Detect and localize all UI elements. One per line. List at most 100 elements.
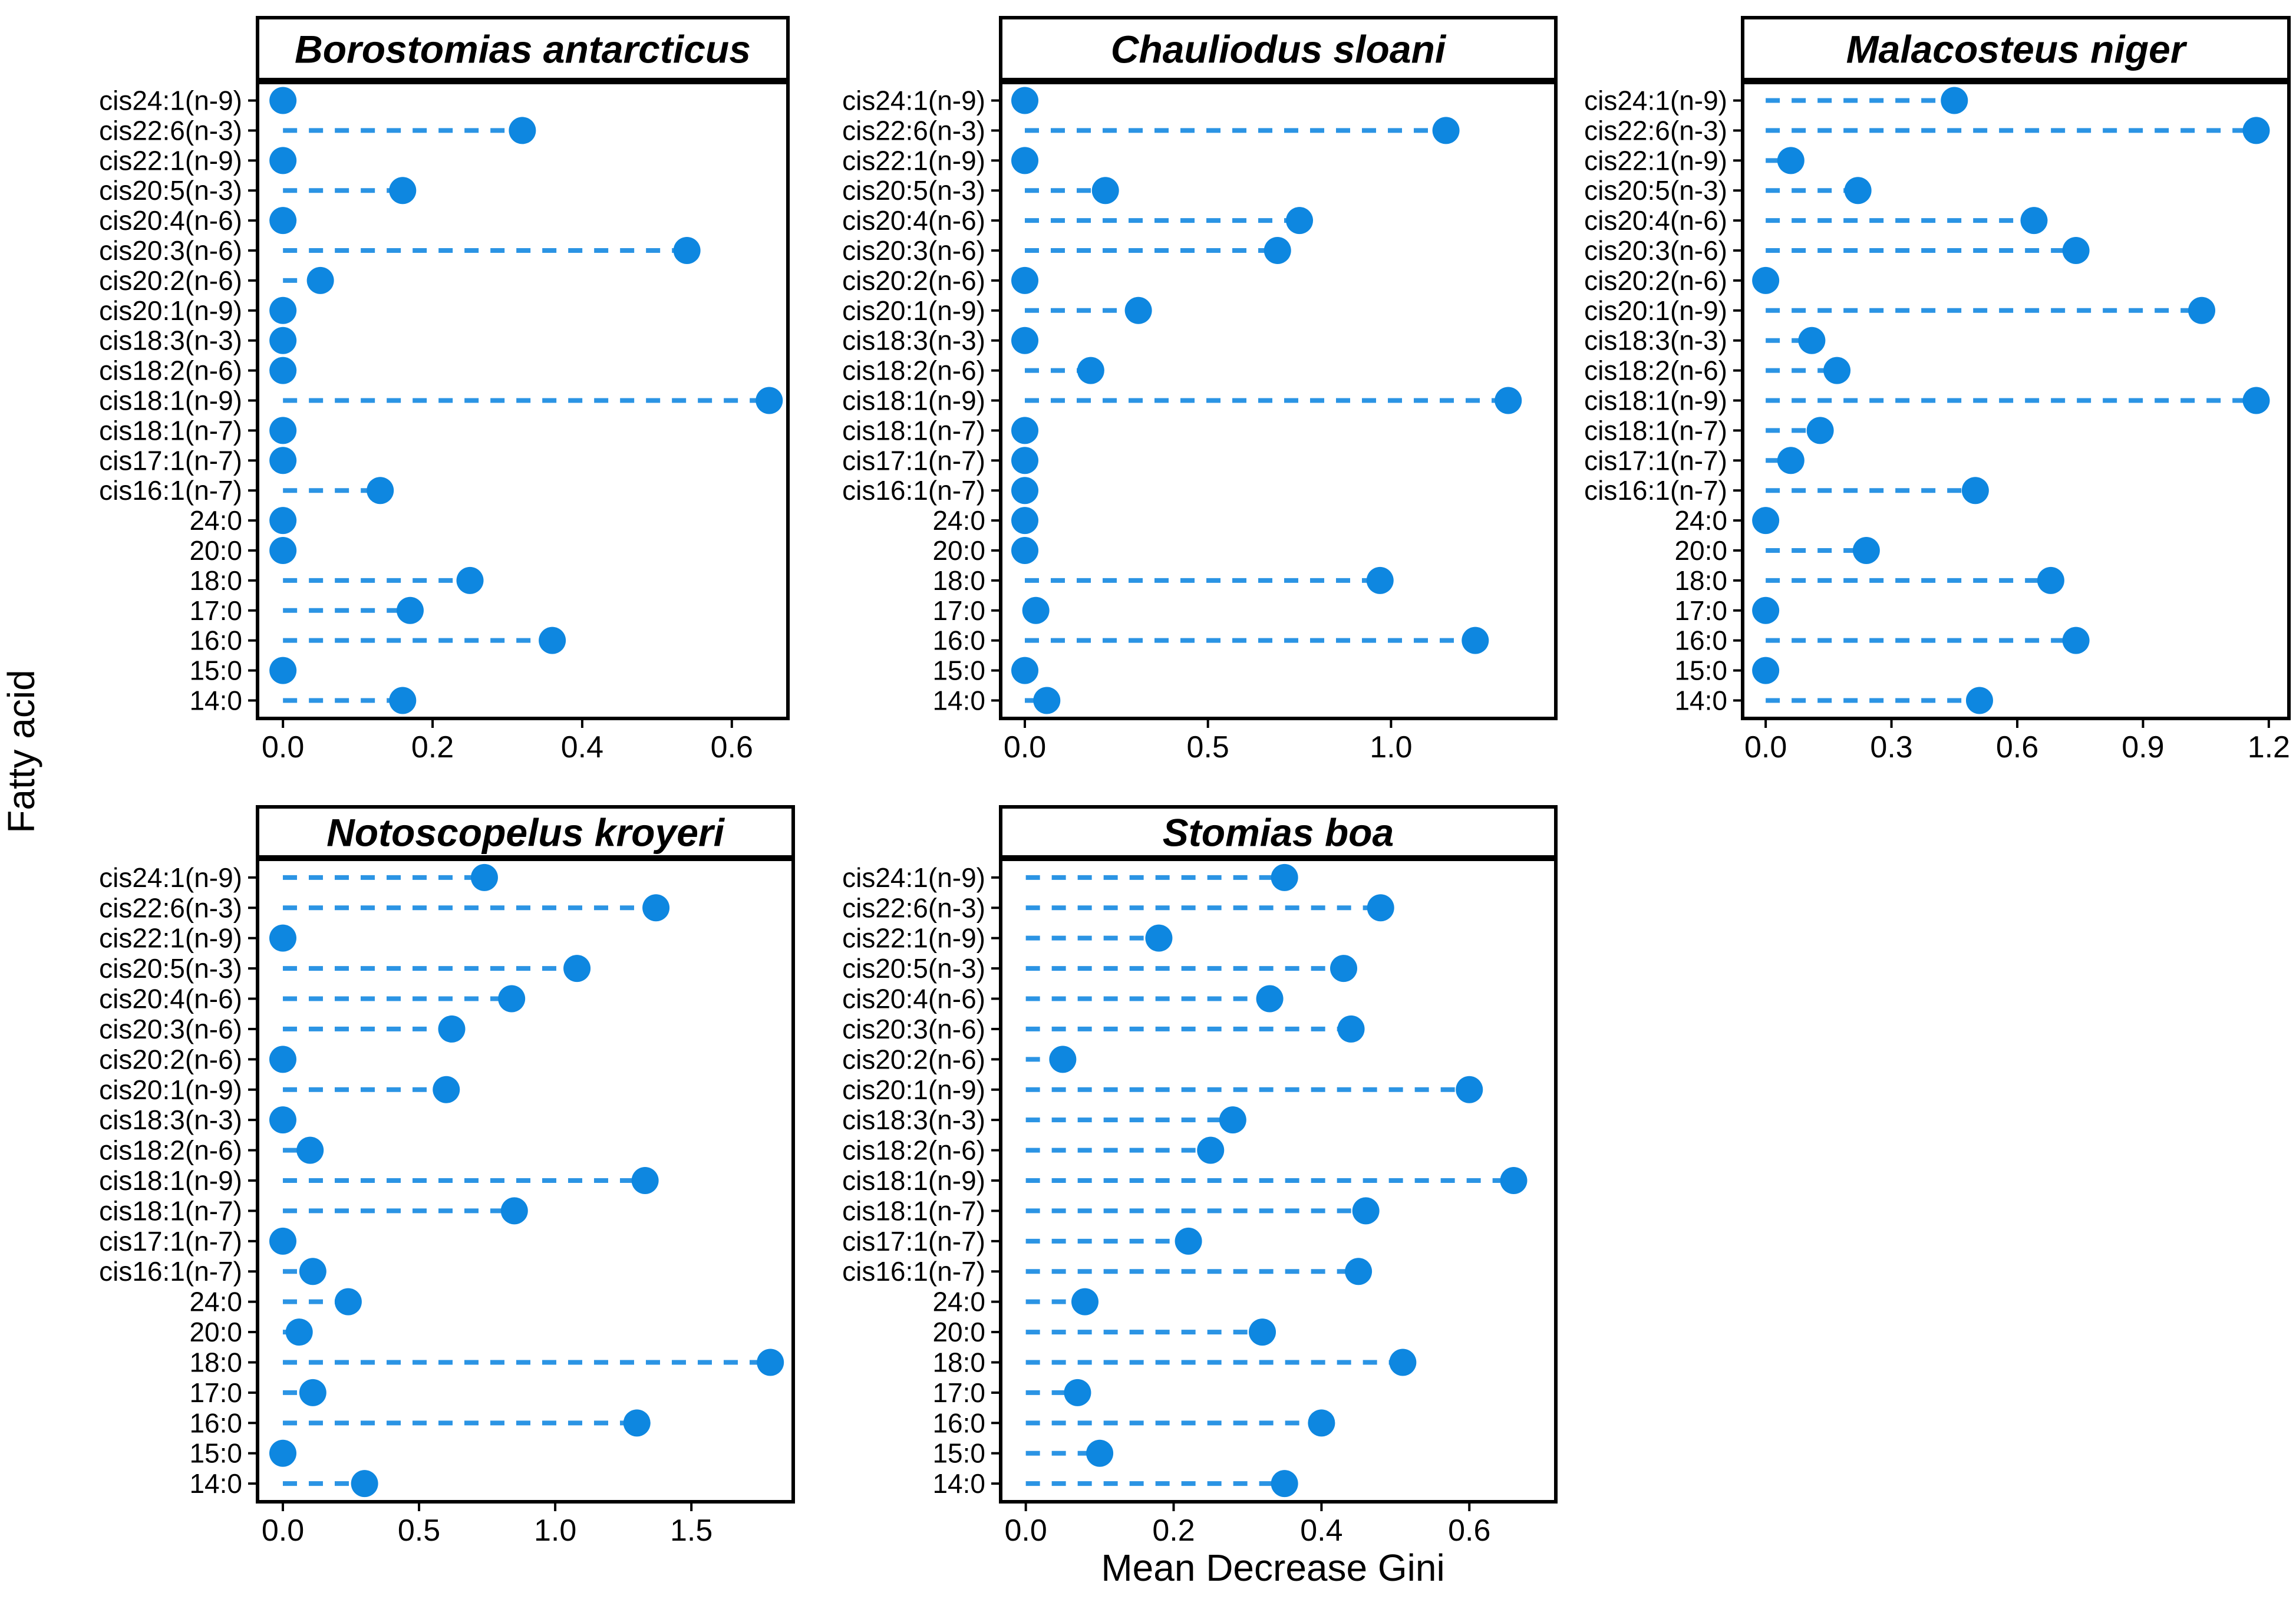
lollipop-dot [1197, 1136, 1225, 1164]
lollipop-dot [1752, 596, 1780, 624]
lollipop-dot [1011, 417, 1039, 444]
panel-title: Borostomias antarcticus [295, 28, 751, 71]
y-tick-label: cis20:5(n-3) [99, 175, 242, 206]
y-tick-label: cis20:5(n-3) [1584, 175, 1727, 206]
y-tick-label: cis20:2(n-6) [842, 1044, 985, 1074]
y-tick-label: cis20:3(n-6) [1584, 235, 1727, 266]
y-tick-label: 24:0 [189, 505, 242, 536]
y-tick-label: cis20:4(n-6) [1584, 205, 1727, 236]
lollipop-dot [1462, 627, 1489, 654]
lollipop-dot [1022, 596, 1050, 624]
lollipop-dot [1777, 447, 1805, 474]
x-tick-label: 0.0 [1004, 1514, 1047, 1548]
x-tick-label: 0.4 [561, 730, 603, 764]
lollipop-dot [269, 447, 297, 474]
x-axis-title: Mean Decrease Gini [1101, 1547, 1444, 1589]
y-tick-label: cis17:1(n-7) [842, 445, 985, 476]
x-tick-label: 0.5 [398, 1514, 440, 1548]
y-tick-label: cis20:2(n-6) [99, 1044, 242, 1074]
y-tick-label: cis16:1(n-7) [99, 475, 242, 506]
lollipop-dot [1011, 447, 1039, 474]
panel-2: cis24:1(n-9)cis22:6(n-3)cis22:1(n-9)cis2… [842, 16, 1558, 764]
lollipop-dot [269, 1227, 296, 1255]
y-tick-label: 17:0 [189, 1377, 242, 1408]
lollipop-dot [389, 687, 417, 714]
panel-title: Notoscopelus kroyeri [326, 811, 725, 855]
x-tick-label: 0.6 [1996, 730, 2038, 764]
lollipop-dot [296, 1136, 324, 1164]
lollipop-dot [1011, 327, 1039, 354]
y-tick-label: 18:0 [932, 565, 985, 596]
lollipop-dot [1844, 177, 1872, 205]
lollipop-dot [2037, 566, 2064, 594]
panel-border [999, 81, 1558, 720]
lollipop-dot [1330, 955, 1358, 983]
y-tick-label: 18:0 [189, 565, 242, 596]
y-tick-label: cis22:6(n-3) [842, 892, 985, 923]
lollipop-dot [623, 1409, 651, 1437]
lollipop-dot [334, 1288, 362, 1316]
lollipop-dot [269, 536, 297, 564]
y-tick-label: cis18:1(n-9) [1584, 385, 1727, 416]
facet-strip [256, 805, 795, 859]
y-tick-label: cis18:1(n-7) [842, 1195, 985, 1226]
y-tick-label: cis22:6(n-3) [842, 115, 985, 146]
y-tick-label: 15:0 [1674, 655, 1727, 686]
panel-border [256, 858, 795, 1504]
x-tick-label: 0.0 [1004, 730, 1046, 764]
lollipop-dot [1086, 1439, 1114, 1467]
lollipop-dot [269, 296, 297, 324]
lollipop-dot [1011, 477, 1039, 505]
lollipop-dot [1961, 477, 1989, 505]
lollipop-dot [631, 1167, 659, 1194]
y-tick-label: cis20:3(n-6) [99, 1014, 242, 1044]
y-tick-label: cis18:2(n-6) [99, 355, 242, 386]
x-tick-label: 0.2 [1152, 1514, 1195, 1548]
y-tick-label: 16:0 [189, 1407, 242, 1438]
y-tick-label: cis18:3(n-3) [1584, 325, 1727, 356]
lollipop-dot [1011, 536, 1039, 564]
y-tick-label: cis18:1(n-9) [99, 1165, 242, 1196]
lollipop-dot [1367, 894, 1394, 922]
x-tick-label: 1.0 [1370, 730, 1412, 764]
lollipop-dot [433, 1076, 460, 1103]
lollipop-dot [1271, 1470, 1298, 1498]
lollipop-dot [1077, 357, 1104, 384]
lollipop-dot [269, 507, 297, 535]
lollipop-dot [2062, 237, 2090, 265]
y-tick-label: cis20:5(n-3) [99, 953, 242, 984]
y-tick-label: 20:0 [189, 1317, 242, 1347]
lollipop-dot [1352, 1197, 1380, 1225]
lollipop-dot [269, 417, 297, 444]
y-tick-label: cis20:2(n-6) [1584, 265, 1727, 296]
lollipop-dot [642, 894, 670, 922]
lollipop-dot [269, 1439, 296, 1467]
y-tick-label: cis20:3(n-6) [842, 1014, 985, 1044]
lollipop-dot [1011, 507, 1039, 535]
y-tick-label: cis20:2(n-6) [842, 265, 985, 296]
y-tick-label: 16:0 [189, 625, 242, 656]
lollipop-dot [2188, 296, 2216, 324]
y-tick-label: cis16:1(n-7) [99, 1256, 242, 1287]
lollipop-dot [1011, 657, 1039, 684]
y-tick-label: cis20:1(n-9) [842, 295, 985, 326]
y-tick-label: cis20:4(n-6) [842, 984, 985, 1014]
panel-1: cis24:1(n-9)cis22:6(n-3)cis22:1(n-9)cis2… [99, 16, 790, 764]
y-tick-label: 14:0 [189, 685, 242, 716]
lollipop-dot [1011, 87, 1039, 114]
lollipop-dot [269, 207, 297, 235]
panel-4: cis24:1(n-9)cis22:6(n-3)cis22:1(n-9)cis2… [99, 805, 795, 1548]
lollipop-dot [1091, 177, 1119, 205]
lollipop-dot [1011, 266, 1039, 294]
y-tick-label: 24:0 [189, 1287, 242, 1317]
panel-border [999, 858, 1558, 1504]
lollipop-dot [2020, 207, 2048, 235]
y-tick-label: 17:0 [932, 1377, 985, 1408]
lollipop-dot [269, 1046, 296, 1073]
panel-border [1741, 81, 2291, 720]
y-tick-label: cis18:3(n-3) [99, 325, 242, 356]
y-tick-label: cis18:1(n-7) [1584, 415, 1727, 446]
lollipop-dot [351, 1470, 378, 1498]
